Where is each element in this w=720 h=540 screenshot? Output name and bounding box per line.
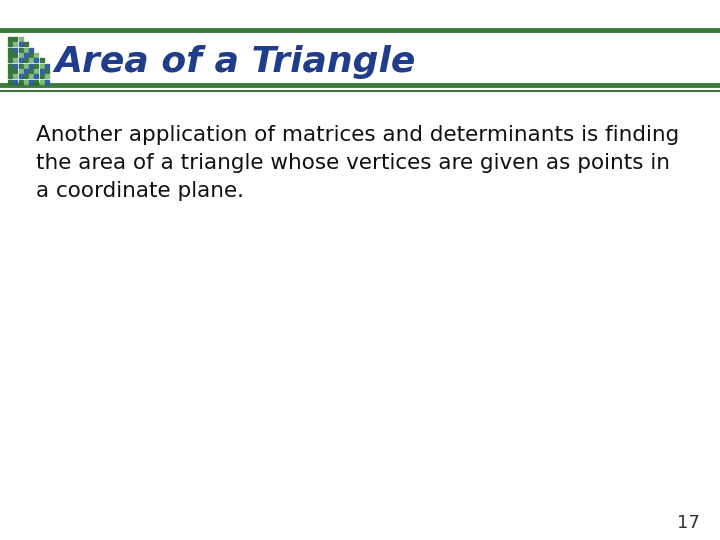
Text: the area of a triangle whose vertices are given as points in: the area of a triangle whose vertices ar…	[36, 153, 670, 173]
Text: 17: 17	[677, 514, 700, 532]
Text: a coordinate plane.: a coordinate plane.	[36, 181, 244, 201]
Text: Another application of matrices and determinants is finding: Another application of matrices and dete…	[36, 125, 679, 145]
Text: Area of a Triangle: Area of a Triangle	[54, 45, 415, 79]
